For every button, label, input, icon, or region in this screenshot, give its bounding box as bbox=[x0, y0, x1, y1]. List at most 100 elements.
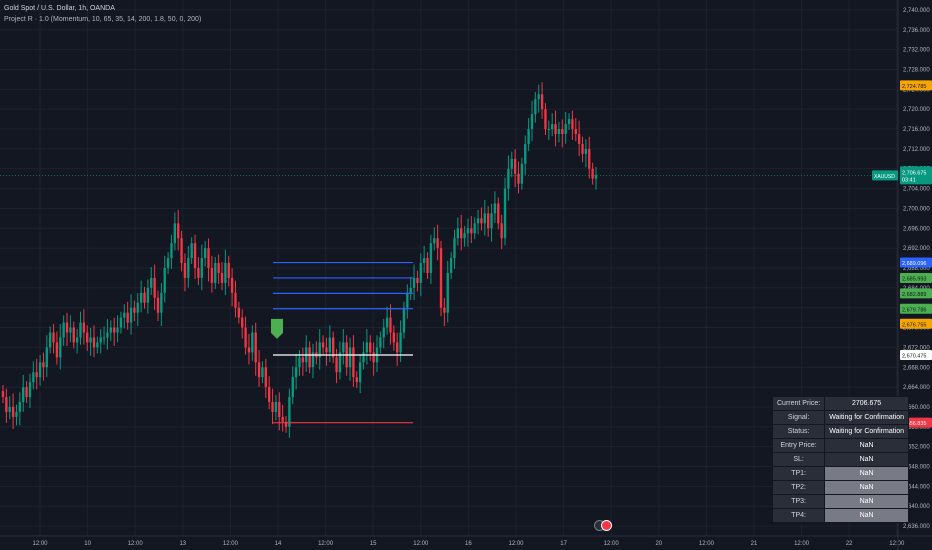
candle-body bbox=[460, 228, 463, 239]
value-tp4: NaN bbox=[824, 508, 910, 523]
label-sl: SL: bbox=[771, 452, 826, 467]
y-tick-label: 2,640.000 bbox=[903, 504, 930, 510]
current-price-value: 2,706.675 bbox=[902, 170, 926, 176]
candle-body bbox=[251, 332, 254, 353]
y-tick-label: 2,728.000 bbox=[903, 67, 930, 73]
candle-body bbox=[530, 114, 534, 130]
candle-body bbox=[342, 342, 345, 353]
candle-body bbox=[82, 322, 86, 333]
price-axis-badge-text: 2,656.835 bbox=[902, 421, 926, 427]
candle-body bbox=[594, 175, 598, 179]
label-tp3: TP3: bbox=[771, 494, 826, 509]
candle-body bbox=[503, 188, 507, 239]
candle-body bbox=[166, 258, 170, 268]
candle-body bbox=[473, 223, 476, 234]
candle-body bbox=[38, 362, 42, 378]
y-tick-label: 2,672.000 bbox=[903, 345, 930, 351]
value-tp2: NaN bbox=[824, 480, 910, 495]
economic-events-icon[interactable] bbox=[594, 520, 612, 532]
candle-body bbox=[234, 292, 237, 308]
candle-body bbox=[476, 218, 480, 224]
x-tick-label: 16 bbox=[465, 541, 472, 547]
price-axis-badge-text: 2,670.475 bbox=[902, 353, 926, 359]
label-tp4: TP4: bbox=[771, 508, 826, 523]
candle-body bbox=[217, 263, 220, 273]
candle-body bbox=[365, 342, 369, 353]
candle-body bbox=[177, 223, 180, 239]
y-tick-label: 2,712.000 bbox=[903, 147, 930, 153]
label-current-price: Current Price: bbox=[771, 396, 826, 411]
candle-body bbox=[153, 277, 156, 298]
candle-body bbox=[116, 327, 119, 333]
candle-body bbox=[325, 347, 328, 353]
candle-body bbox=[321, 342, 325, 348]
candle-body bbox=[540, 94, 544, 110]
label-tp2: TP2: bbox=[771, 480, 826, 495]
x-tick-label: 15 bbox=[370, 541, 377, 547]
label-status: Status: bbox=[771, 424, 826, 439]
value-entry-price: NaN bbox=[824, 438, 910, 453]
candle-body bbox=[537, 94, 540, 100]
y-tick-label: 2,732.000 bbox=[903, 48, 930, 54]
table-row-tp1: TP1: NaN bbox=[771, 466, 910, 481]
candle-body bbox=[200, 258, 203, 278]
candle-body bbox=[126, 312, 129, 323]
candle-body bbox=[139, 292, 143, 303]
candle-body bbox=[150, 277, 153, 288]
candle-body bbox=[96, 342, 99, 348]
us-flag-event-icon[interactable] bbox=[601, 520, 612, 531]
candle-body bbox=[75, 337, 79, 343]
candle-body bbox=[92, 337, 96, 348]
candle-body bbox=[86, 332, 89, 343]
candle-body bbox=[439, 248, 443, 308]
y-tick-label: 2,704.000 bbox=[903, 187, 930, 193]
candle-body bbox=[35, 372, 38, 378]
indicator-legend[interactable]: Project R · 1.0 (Momentum, 10, 65, 35, 1… bbox=[4, 16, 202, 23]
price-axis-badge-text: 2,685.993 bbox=[902, 276, 926, 282]
x-tick-label: 12:00 bbox=[794, 541, 810, 547]
x-tick-label: 12:00 bbox=[699, 541, 715, 547]
price-axis-badge bbox=[900, 257, 932, 268]
candle-body bbox=[294, 367, 298, 378]
price-axis-badge-text: 2,689.096 bbox=[902, 261, 926, 267]
candle-body bbox=[453, 238, 456, 259]
candle-body bbox=[510, 158, 513, 169]
candle-body bbox=[156, 297, 160, 313]
candle-body bbox=[513, 158, 517, 174]
price-axis-badge-text: 2,724.785 bbox=[902, 84, 926, 90]
candle-body bbox=[261, 367, 264, 378]
candle-body bbox=[227, 263, 230, 278]
candle-body bbox=[379, 337, 382, 348]
candle-body bbox=[429, 243, 433, 273]
x-tick-label: 12:00 bbox=[604, 541, 620, 547]
candle-body bbox=[146, 287, 150, 303]
candle-body bbox=[102, 337, 106, 339]
y-tick-label: 2,692.000 bbox=[903, 246, 930, 252]
candle-body bbox=[483, 213, 486, 224]
y-tick-label: 2,716.000 bbox=[903, 127, 930, 133]
candle-body bbox=[412, 277, 416, 288]
candle-body bbox=[99, 337, 102, 343]
candle-body bbox=[72, 327, 75, 343]
candle-body bbox=[581, 143, 584, 154]
x-tick-label: 10 bbox=[84, 541, 91, 547]
candle-body bbox=[281, 416, 284, 422]
table-row-current-price: Current Price: 2706.675 bbox=[771, 396, 910, 411]
candle-body bbox=[298, 357, 301, 368]
candle-body bbox=[197, 268, 200, 278]
y-tick-label: 2,664.000 bbox=[903, 385, 930, 391]
y-tick-label: 2,696.000 bbox=[903, 226, 930, 232]
candle-body bbox=[433, 238, 436, 244]
candle-body bbox=[69, 327, 72, 333]
y-tick-label: 2,700.000 bbox=[903, 206, 930, 212]
candle-body bbox=[274, 402, 278, 412]
value-tp3: NaN bbox=[824, 494, 910, 509]
y-tick-label: 2,740.000 bbox=[903, 8, 930, 14]
price-axis-badge bbox=[900, 288, 932, 299]
table-row-status: Status: Waiting for Confirmation bbox=[771, 424, 910, 439]
candle-body bbox=[520, 163, 524, 184]
candle-body bbox=[59, 337, 62, 358]
candle-body bbox=[358, 362, 362, 383]
